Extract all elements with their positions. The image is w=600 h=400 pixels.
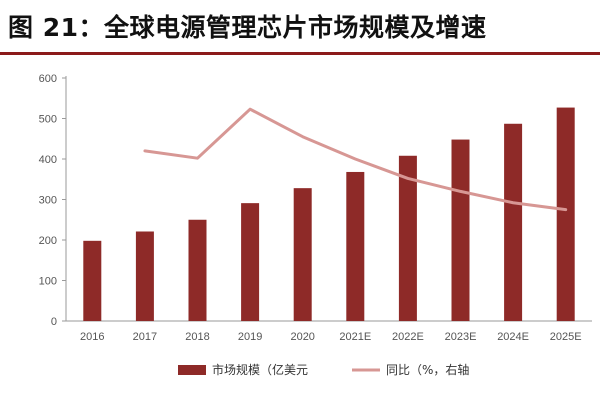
y-tick-label: 200 — [39, 235, 57, 247]
x-tick-label: 2022E — [392, 331, 424, 343]
line-point — [302, 136, 304, 138]
bar — [188, 219, 207, 321]
legend-line-label: 同比（%，右轴 — [386, 362, 469, 377]
title-rule — [0, 52, 600, 55]
x-tick-label: 2025E — [550, 331, 582, 343]
legend: 市场规模（亿美元 同比（%，右轴 — [178, 362, 469, 377]
x-tick-label: 2019 — [238, 331, 262, 343]
x-tick-label: 2018 — [185, 331, 209, 343]
line-point — [565, 209, 567, 211]
y-tick-label: 500 — [39, 114, 57, 126]
x-tick-label: 2024E — [497, 331, 529, 343]
line-point — [249, 108, 251, 110]
y-tick-label: 0 — [51, 316, 57, 328]
bar — [83, 240, 102, 321]
bar — [398, 155, 417, 321]
x-tick-label: 2023E — [445, 331, 477, 343]
x-tick-label: 2016 — [80, 331, 104, 343]
chart-title: 图 21：全球电源管理芯片市场规模及增速 — [8, 13, 487, 42]
tick-labels: 0 100 200 300 400 500 600 2016 2017 2018 2019 2020 2… — [39, 73, 582, 343]
bar — [556, 107, 575, 321]
y-tick-label: 400 — [39, 154, 57, 166]
bar — [346, 171, 365, 321]
line-point — [354, 158, 356, 160]
x-tick-label: 2017 — [133, 331, 157, 343]
line-series — [143, 107, 568, 212]
legend-bar-label: 市场规模（亿美元 — [212, 362, 308, 377]
bar — [451, 139, 470, 321]
line-point — [144, 150, 146, 152]
y-tick-label: 100 — [39, 276, 57, 288]
bar — [135, 231, 154, 321]
x-tick-label: 2021E — [339, 331, 371, 343]
legend-bar-swatch — [178, 365, 206, 375]
bar — [293, 188, 312, 321]
bar — [504, 123, 523, 321]
line-point — [407, 177, 409, 179]
line-point — [197, 157, 198, 159]
bar — [241, 203, 260, 321]
line-point — [460, 190, 461, 192]
bar-series — [83, 107, 575, 321]
y-tick-label: 600 — [39, 73, 57, 85]
x-tick-label: 2020 — [290, 331, 314, 343]
y-tick-label: 300 — [39, 195, 57, 207]
line-point — [512, 202, 514, 204]
